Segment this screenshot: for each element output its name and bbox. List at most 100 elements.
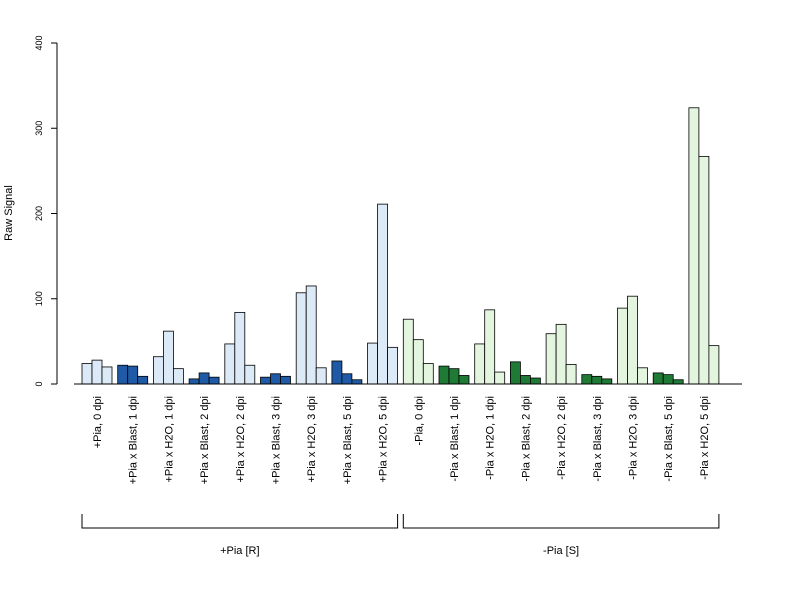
- bar: [627, 295, 638, 385]
- y-tick-label: 0: [34, 381, 44, 386]
- bar-group: [81, 359, 113, 385]
- category-label: +Pia, 0 dpi: [92, 396, 104, 448]
- bar: [315, 367, 327, 385]
- bar: [305, 285, 317, 385]
- group-label: -Pia [S]: [543, 545, 579, 557]
- bar: [617, 307, 628, 385]
- bar-group: [581, 374, 613, 385]
- bar: [280, 375, 291, 385]
- y-axis: 0 100 200 300 400: [34, 35, 58, 387]
- bracket-line: [81, 514, 399, 529]
- bar-group: [509, 361, 541, 385]
- group-bracket: +Pia [R]: [81, 514, 399, 557]
- bar: [270, 373, 281, 385]
- category-label: +Pia x Blast, 5 dpi: [342, 396, 354, 484]
- bar: [565, 363, 577, 385]
- bar: [652, 372, 664, 385]
- bar: [208, 376, 220, 385]
- bar: [117, 364, 129, 385]
- bar: [412, 339, 424, 385]
- bar: [162, 330, 174, 385]
- bar: [224, 343, 236, 385]
- bar: [331, 360, 343, 385]
- bar: [581, 374, 593, 385]
- category-label: -Pia x H2O, 3 dpi: [628, 396, 640, 480]
- bar-group: [260, 373, 291, 385]
- bar: [234, 311, 246, 385]
- bar: [520, 375, 531, 385]
- bar: [662, 374, 674, 385]
- bar-group: [331, 360, 363, 385]
- bar-group: [474, 309, 506, 385]
- bar: [458, 375, 470, 385]
- bar: [708, 345, 720, 385]
- category-label: +Pia x Blast, 1 dpi: [128, 396, 140, 484]
- bar-group: [367, 203, 399, 385]
- bar-group: [617, 295, 648, 385]
- bar: [367, 342, 379, 385]
- bar: [484, 309, 496, 385]
- category-label: -Pia x Blast, 1 dpi: [449, 396, 461, 482]
- bar: [127, 365, 139, 385]
- bar-group: [652, 372, 684, 385]
- bar: [172, 368, 184, 385]
- y-tick-label: 400: [34, 35, 44, 50]
- bracket-line: [402, 514, 720, 529]
- group-label: +Pia [R]: [220, 545, 259, 557]
- group-bracket: -Pia [S]: [402, 514, 720, 557]
- bar: [637, 367, 648, 385]
- bar: [198, 372, 210, 385]
- category-label: -Pia x Blast, 2 dpi: [520, 396, 532, 482]
- bar: [152, 356, 164, 385]
- category-label: -Pia, 0 dpi: [413, 396, 425, 446]
- bar-group: [438, 365, 470, 385]
- bar: [698, 155, 710, 385]
- y-tick-label: 300: [34, 121, 44, 136]
- bar: [244, 364, 256, 385]
- bar: [101, 366, 113, 385]
- category-label: -Pia x Blast, 3 dpi: [592, 396, 604, 482]
- bar: [422, 363, 434, 385]
- y-axis-label: Raw Signal: [3, 185, 15, 241]
- bar: [672, 379, 684, 385]
- bar: [188, 378, 200, 385]
- category-label: +Pia x H2O, 3 dpi: [306, 396, 318, 483]
- bar: [341, 373, 353, 385]
- bar-group: [117, 364, 149, 385]
- bar: [474, 343, 486, 385]
- bar: [81, 363, 93, 385]
- y-tick-label: 100: [34, 291, 44, 306]
- bar-group: [295, 285, 327, 385]
- category-label: +Pia x Blast, 2 dpi: [199, 396, 211, 484]
- bar: [509, 361, 521, 385]
- category-label: -Pia x H2O, 2 dpi: [556, 396, 568, 480]
- bars: [81, 107, 720, 385]
- bar: [438, 365, 450, 385]
- bar: [295, 292, 307, 385]
- bar-group: [402, 318, 434, 385]
- bar: [688, 107, 700, 385]
- bar: [260, 376, 271, 385]
- bar: [555, 323, 567, 385]
- bar-group: [224, 311, 256, 385]
- category-label: +Pia x H2O, 2 dpi: [235, 396, 247, 483]
- y-tick-label: 200: [34, 206, 44, 221]
- bar: [387, 346, 399, 385]
- category-label: -Pia x Blast, 5 dpi: [663, 396, 675, 482]
- bar: [601, 378, 613, 385]
- category-label: -Pia x H2O, 1 dpi: [485, 396, 497, 480]
- bar: [448, 368, 460, 385]
- bar: [351, 379, 363, 385]
- bar: [402, 318, 414, 385]
- bar: [545, 333, 557, 385]
- category-label: +Pia x H2O, 1 dpi: [163, 396, 175, 483]
- bar-group: [688, 107, 720, 385]
- bar: [137, 375, 149, 385]
- bar-group: [545, 323, 577, 385]
- category-label: +Pia x H2O, 5 dpi: [378, 396, 390, 483]
- bar-group: [152, 330, 184, 385]
- bar-group: [188, 372, 220, 385]
- bar: [530, 377, 541, 385]
- bar: [494, 371, 506, 385]
